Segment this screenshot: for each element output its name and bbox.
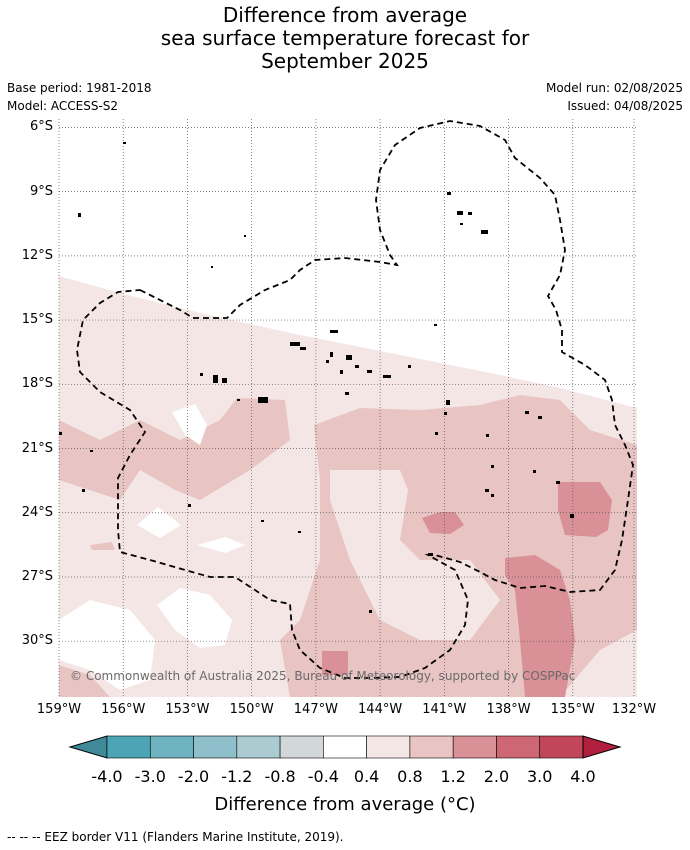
colorbar-segment	[366, 735, 411, 759]
eez-footnote: -- -- -- EEZ border V11 (Flanders Marine…	[7, 830, 344, 844]
colorbar-segment	[452, 735, 497, 759]
neutral-patch-1	[59, 600, 155, 690]
base-period: Base period: 1981-2018	[7, 81, 152, 95]
lat-label: 27°S	[21, 568, 53, 584]
colorbar-tick-label: 2.0	[483, 767, 510, 786]
colorbar-tick-label: -1.2	[221, 767, 253, 786]
colorbar-segment	[193, 735, 238, 759]
title-line-2: sea surface temperature forecast for	[160, 26, 530, 50]
anomaly-region-medium-2	[59, 665, 110, 697]
colorbar-segment	[236, 735, 281, 759]
colorbar-tick-label: 4.0	[570, 767, 596, 786]
lon-label: 159°W	[36, 702, 82, 717]
lon-label: 135°W	[550, 702, 595, 717]
colorbar-arrow-high	[582, 735, 622, 759]
colorbar-segment	[496, 735, 541, 759]
lon-label: 141°W	[422, 702, 467, 717]
lon-label: 147°W	[293, 702, 338, 717]
colorbar	[68, 735, 622, 759]
colorbar-tick-label: -2.0	[177, 767, 210, 786]
colorbar-tick-label: 3.0	[526, 767, 553, 786]
colorbar-arrow-low	[68, 735, 108, 759]
issued-date: Issued: 04/08/2025	[567, 99, 683, 113]
neutral-patch-4	[197, 537, 245, 553]
lon-label: 138°W	[486, 702, 531, 717]
copyright-notice: © Commonwealth of Australia 2025, Bureau…	[70, 669, 576, 683]
model-run: Model run: 02/08/2025	[545, 81, 683, 95]
lat-label: 24°S	[21, 504, 53, 520]
colorbar-tick-label: -0.8	[264, 767, 296, 786]
meta-left: Base period: 1981-2018 Model: ACCESS-S2	[7, 79, 152, 115]
lon-label: 156°W	[101, 702, 146, 717]
colorbar-segment	[149, 735, 194, 759]
colorbar-tick-label: 0.4	[353, 767, 380, 786]
title-line-3: September 2025	[261, 49, 429, 73]
colorbar-tick-label: 0.8	[397, 767, 423, 786]
lat-label: 12°S	[21, 247, 53, 263]
lat-label: 18°S	[21, 376, 53, 392]
colorbar-segment	[323, 735, 367, 759]
colorbar-title-text: Difference from average (°C)	[214, 794, 476, 815]
neutral-patch-2	[157, 588, 232, 648]
colorbar-segment	[409, 735, 454, 759]
colorbar-segment	[279, 735, 324, 759]
title-line-1: Difference from average	[222, 3, 468, 27]
gridlines	[58, 119, 637, 697]
colorbar-tick-label: -3.0	[134, 767, 166, 786]
eez-border	[76, 120, 634, 679]
lat-label: 15°S	[21, 312, 53, 328]
lat-label: 6°S	[29, 119, 53, 135]
islands	[59, 142, 574, 613]
anomaly-hole-1	[330, 470, 500, 640]
lat-label: 9°S	[29, 183, 53, 199]
lon-label: 144°W	[358, 702, 403, 717]
neutral-patch-5	[172, 404, 207, 445]
colorbar-tick-label: -0.4	[307, 767, 339, 786]
colorbar-tick-label: -4.0	[91, 767, 123, 786]
model-name: Model: ACCESS-S2	[7, 99, 119, 113]
lon-label: 132°W	[611, 702, 657, 717]
lon-label: 150°W	[229, 702, 274, 717]
chart-title: Difference from average sea surface temp…	[0, 4, 690, 73]
colorbar-segment	[539, 735, 584, 759]
colorbar-tick-label: 1.2	[440, 767, 466, 786]
neutral-patch-3	[137, 507, 181, 538]
lat-label: 30°S	[21, 633, 53, 649]
anomaly-region-strong	[322, 482, 612, 697]
lon-label: 153°W	[165, 702, 210, 717]
colorbar-segment	[106, 735, 151, 759]
lat-label: 21°S	[21, 440, 53, 456]
anomaly-fleck	[90, 542, 115, 550]
meta-right: Model run: 02/08/2025 Issued: 04/08/2025	[546, 79, 683, 115]
colorbar-title: Difference from average (°C)	[0, 794, 690, 815]
